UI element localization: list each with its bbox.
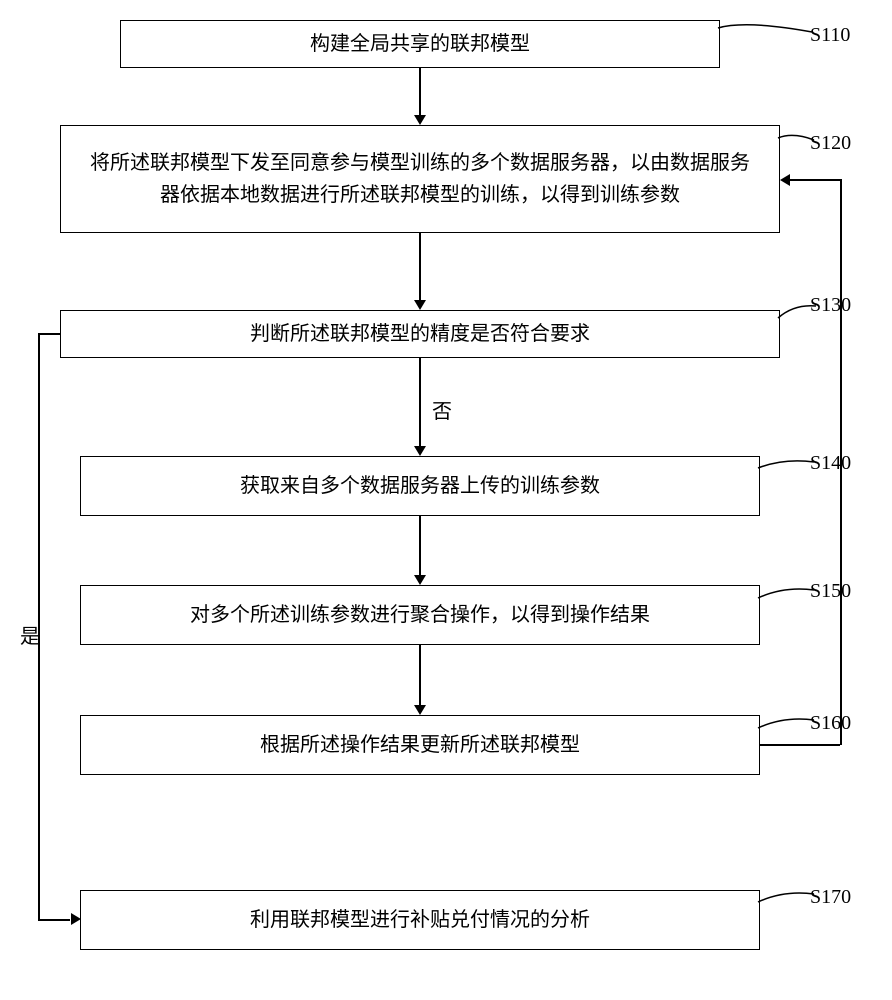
- arrow-s140-s150: [419, 516, 421, 575]
- branch-label-yes: 是: [20, 620, 40, 649]
- leader-s170: [756, 888, 814, 908]
- step-s140: 获取来自多个数据服务器上传的训练参数: [80, 456, 760, 516]
- arrowhead-s130-s140: [414, 446, 426, 456]
- step-s160: 根据所述操作结果更新所述联邦模型: [80, 715, 760, 775]
- arrowhead-s120-s130: [414, 300, 426, 310]
- step-s110-text: 构建全局共享的联邦模型: [310, 28, 530, 60]
- label-s150: S150: [810, 580, 851, 603]
- step-s130: 判断所述联邦模型的精度是否符合要求: [60, 310, 780, 358]
- feedback-arrowhead: [780, 174, 790, 186]
- step-s130-text: 判断所述联邦模型的精度是否符合要求: [250, 318, 590, 350]
- arrowhead-s140-s150: [414, 575, 426, 585]
- leader-s160: [756, 714, 814, 734]
- arrow-s150-s160: [419, 645, 421, 705]
- flowchart-container: 构建全局共享的联邦模型 S110 将所述联邦模型下发至同意参与模型训练的多个数据…: [20, 20, 872, 980]
- leader-s150: [756, 584, 814, 604]
- label-s110: S110: [810, 24, 850, 47]
- step-s120: 将所述联邦模型下发至同意参与模型训练的多个数据服务器，以由数据服务器依据本地数据…: [60, 125, 780, 233]
- leader-s110: [716, 20, 812, 50]
- step-s150-text: 对多个所述训练参数进行聚合操作，以得到操作结果: [190, 599, 650, 631]
- step-s170-text: 利用联邦模型进行补贴兑付情况的分析: [250, 904, 590, 936]
- step-s170: 利用联邦模型进行补贴兑付情况的分析: [80, 890, 760, 950]
- feedback-h1: [760, 744, 840, 746]
- label-s140: S140: [810, 452, 851, 475]
- step-s160-text: 根据所述操作结果更新所述联邦模型: [260, 729, 580, 761]
- step-s110: 构建全局共享的联邦模型: [120, 20, 720, 68]
- leader-s120: [778, 128, 814, 148]
- yes-h1: [38, 333, 60, 335]
- arrow-s130-s140: [419, 358, 421, 446]
- label-s130: S130: [810, 294, 851, 317]
- feedback-h2: [790, 179, 840, 181]
- step-s140-text: 获取来自多个数据服务器上传的训练参数: [240, 470, 600, 502]
- step-s120-text: 将所述联邦模型下发至同意参与模型训练的多个数据服务器，以由数据服务器依据本地数据…: [81, 147, 759, 211]
- arrow-s120-s130: [419, 233, 421, 300]
- arrow-s110-s120: [419, 68, 421, 115]
- label-s120: S120: [810, 132, 851, 155]
- feedback-v: [840, 179, 842, 745]
- arrowhead-s150-s160: [414, 705, 426, 715]
- leader-s140: [756, 456, 814, 476]
- yes-h2: [38, 919, 70, 921]
- label-s160: S160: [810, 712, 851, 735]
- branch-label-no: 否: [432, 395, 452, 424]
- step-s150: 对多个所述训练参数进行聚合操作，以得到操作结果: [80, 585, 760, 645]
- label-s170: S170: [810, 886, 851, 909]
- arrowhead-s110-s120: [414, 115, 426, 125]
